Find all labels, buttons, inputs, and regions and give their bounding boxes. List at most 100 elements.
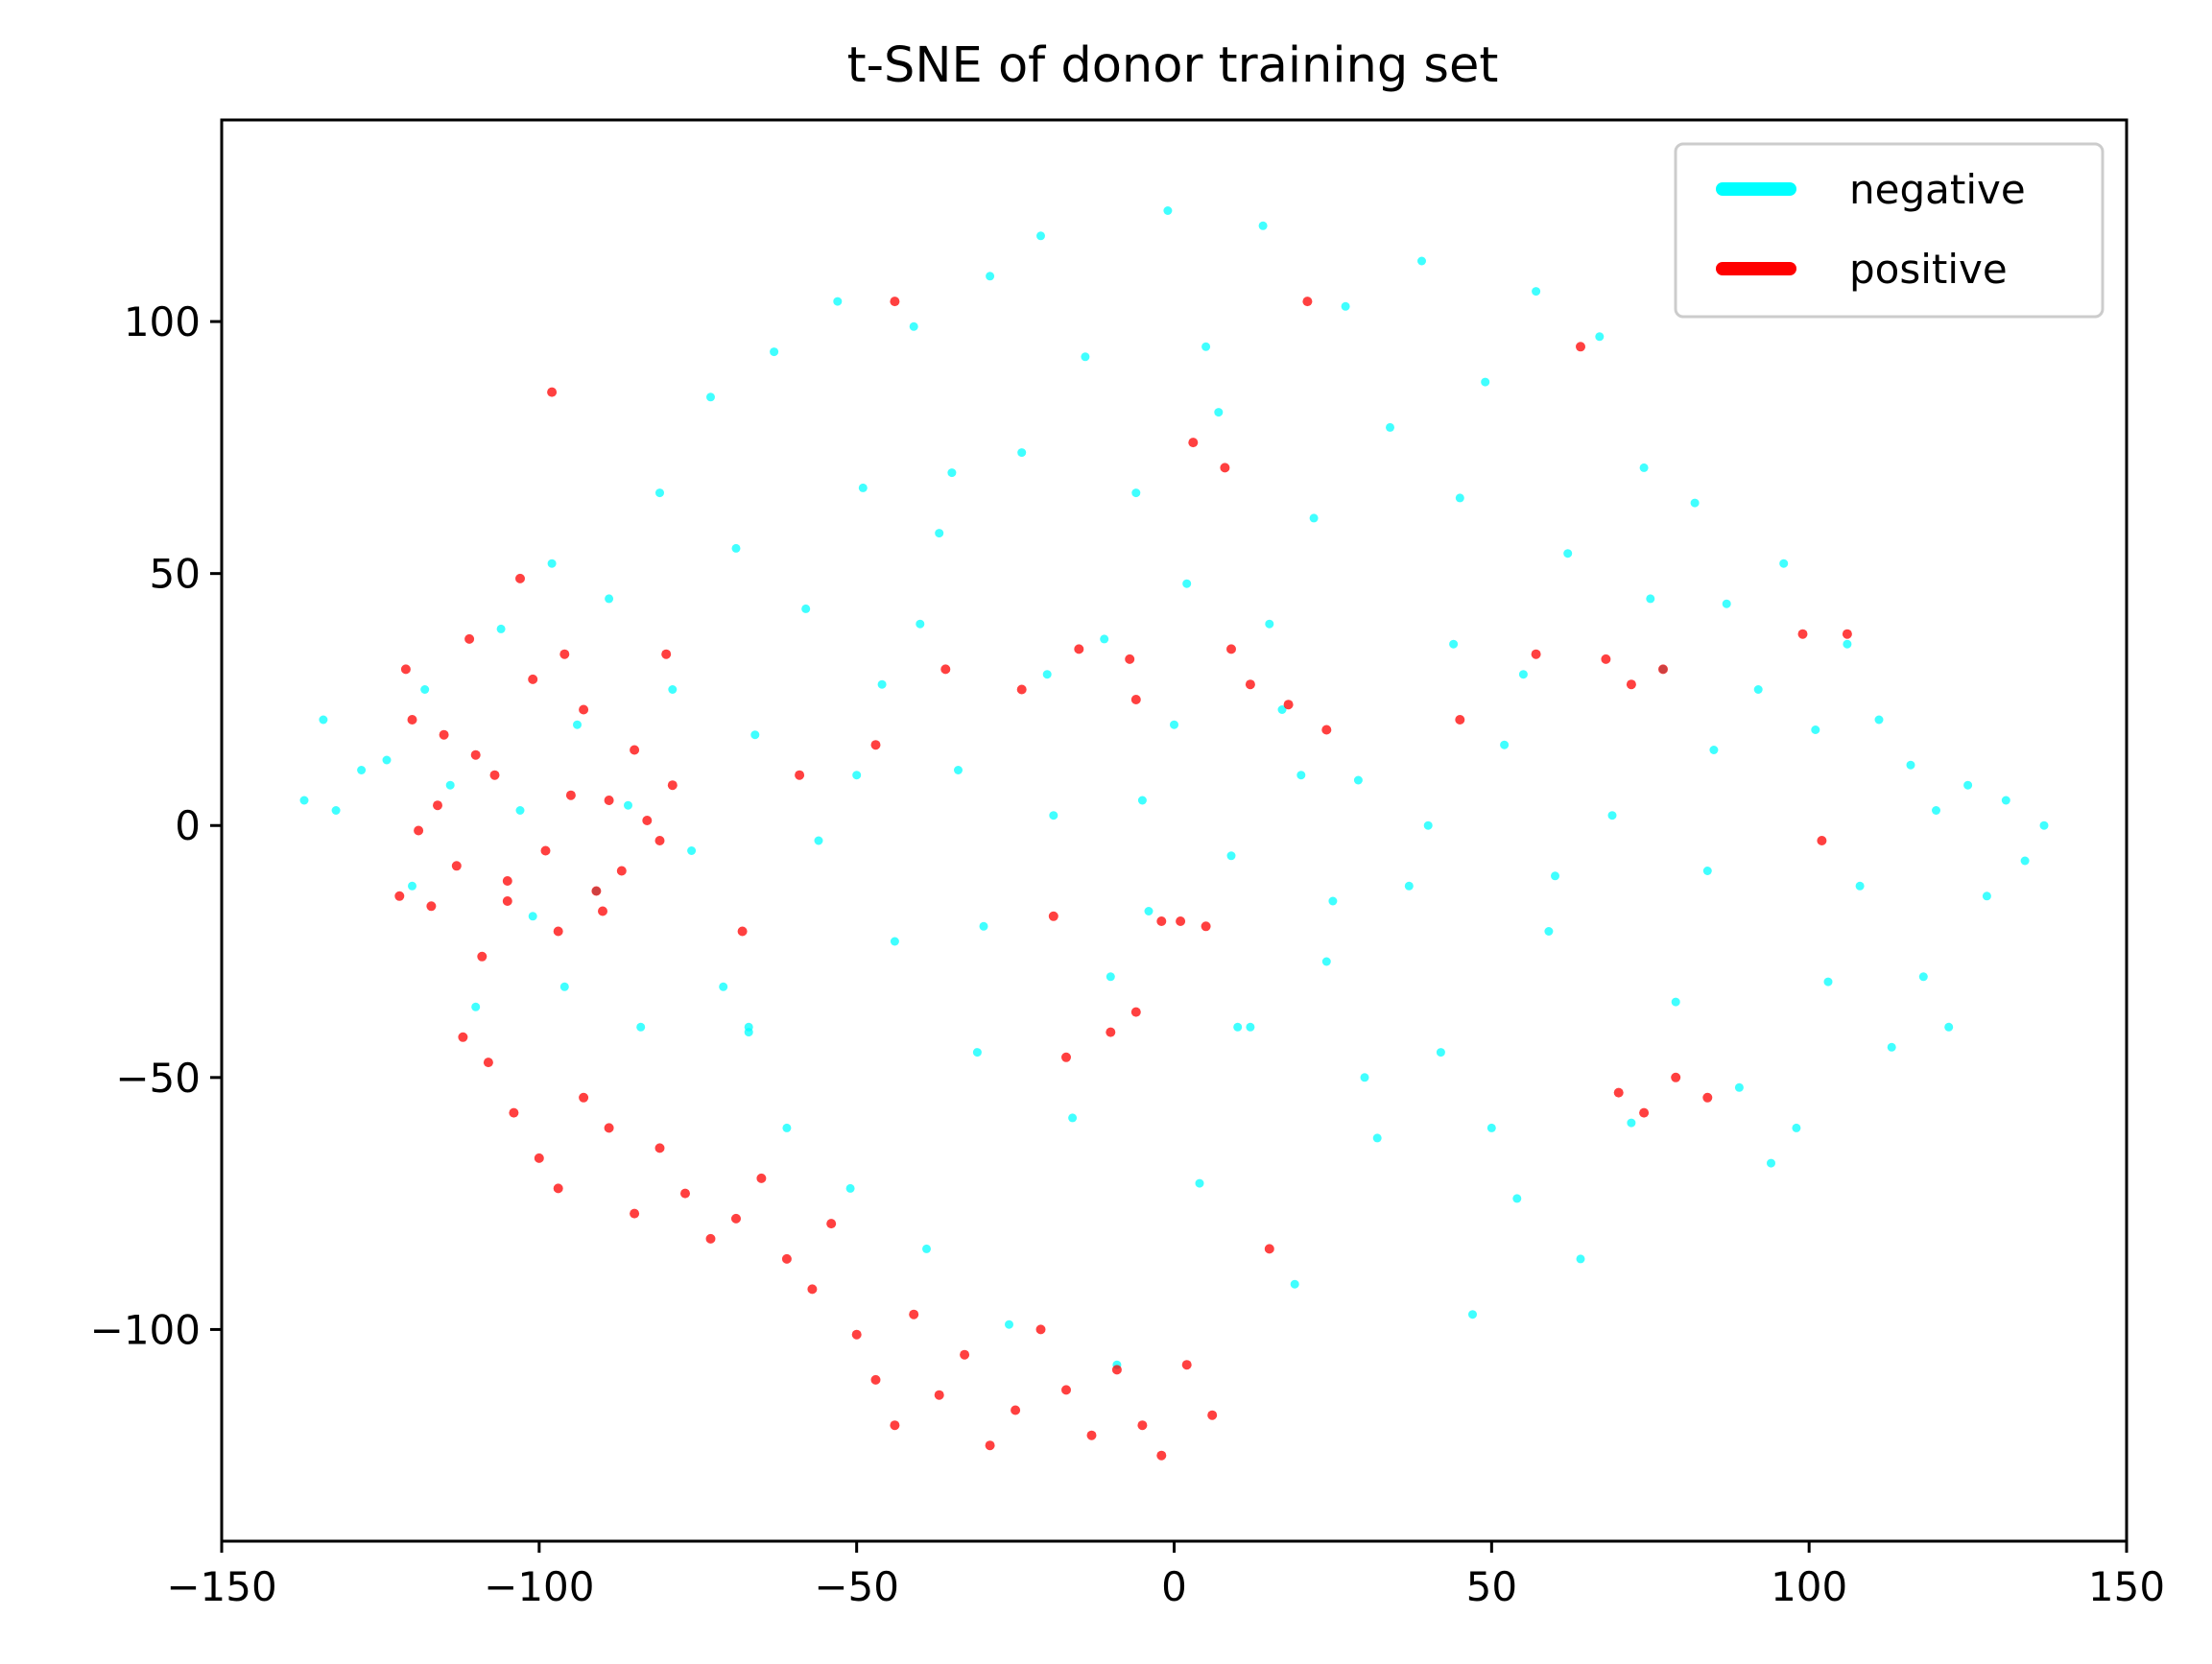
point-positive-70 [1658,664,1668,675]
point-positive-52 [1181,1360,1192,1370]
point-positive-40 [890,1420,900,1431]
point-positive-97 [502,896,512,906]
point-positive-66 [795,770,805,780]
point-negative-79 [1576,1254,1585,1264]
point-negative-103 [1944,1022,1954,1032]
point-positive-0 [400,664,411,675]
point-positive-18 [630,745,640,755]
point-positive-89 [1455,715,1465,725]
point-positive-76 [1130,1007,1141,1017]
point-negative-90 [1753,685,1763,694]
point-negative-4 [382,755,392,765]
point-positive-42 [934,1390,944,1400]
point-positive-79 [1671,1072,1681,1082]
point-positive-33 [731,1213,741,1224]
point-negative-16 [605,594,614,604]
point-negative-40 [954,766,963,774]
point-negative-19 [655,488,664,498]
chart-title: t-SNE of donor training set [847,37,1499,94]
point-negative-113 [1423,820,1433,830]
point-negative-119 [1487,1123,1496,1132]
point-negative-44 [1017,448,1027,458]
point-negative-12 [547,559,557,568]
point-negative-34 [858,483,868,492]
point-positive-37 [826,1219,837,1229]
point-negative-122 [1201,342,1211,351]
point-positive-59 [1220,463,1230,473]
point-positive-92 [1226,644,1236,654]
point-positive-26 [553,1183,563,1194]
point-negative-82 [1627,1118,1636,1128]
point-negative-74 [1500,740,1510,749]
point-negative-52 [1144,907,1154,915]
point-negative-102 [1932,806,1940,815]
point-negative-24 [731,543,741,553]
point-negative-36 [890,937,899,946]
point-positive-82 [1176,916,1186,926]
point-positive-83 [1201,921,1211,932]
point-negative-71 [1449,639,1459,649]
point-negative-129 [1518,670,1528,679]
y-tick-label: 0 [175,802,201,849]
point-negative-26 [744,1022,753,1032]
point-negative-3 [357,766,367,774]
point-negative-89 [1734,1082,1744,1092]
y-axis: 100 50 0 −50 −100 [90,298,222,1353]
y-tick-label: −100 [90,1306,201,1353]
point-negative-22 [706,392,715,402]
point-negative-85 [1671,997,1680,1007]
point-positive-3 [439,729,449,740]
point-positive-84 [890,297,900,307]
point-negative-120 [852,771,862,780]
point-positive-1 [414,825,424,836]
point-negative-77 [1544,927,1554,936]
point-negative-45 [1036,231,1045,241]
point-positive-23 [483,1058,493,1068]
y-tick-label: −50 [115,1055,201,1102]
x-tick-label: 150 [2088,1563,2165,1610]
point-negative-21 [687,846,697,855]
point-positive-80 [1702,1092,1713,1103]
point-positive-7 [489,770,500,780]
point-positive-36 [807,1284,818,1295]
point-negative-73 [1481,377,1490,387]
point-negative-108 [2039,820,2049,830]
point-positive-96 [470,749,481,760]
point-positive-8 [502,876,512,886]
point-positive-44 [985,1440,995,1451]
point-positive-54 [1264,1244,1274,1254]
point-negative-81 [1607,811,1617,820]
point-negative-62 [1309,513,1319,523]
point-positive-86 [1576,342,1585,352]
point-positive-85 [1302,297,1313,307]
point-negative-109 [916,619,925,629]
point-positive-39 [870,1374,881,1385]
point-negative-48 [1081,352,1090,362]
point-negative-41 [972,1048,982,1058]
point-positive-87 [547,387,558,397]
point-negative-51 [1131,488,1141,498]
point-positive-21 [667,780,678,791]
point-positive-57 [1125,654,1135,664]
point-positive-20 [654,836,665,845]
point-positive-4 [451,861,462,871]
point-negative-53 [1163,206,1173,215]
point-positive-32 [705,1233,716,1244]
point-negative-1 [319,715,328,725]
point-negative-96 [1843,639,1852,649]
point-negative-20 [668,685,678,694]
point-positive-71 [1817,836,1827,845]
point-negative-83 [1639,463,1649,472]
point-negative-80 [1595,332,1605,342]
x-tick-label: −50 [814,1563,899,1610]
point-negative-78 [1563,549,1573,559]
x-tick-label: 0 [1161,1563,1187,1610]
point-positive-60 [1245,679,1255,690]
point-positive-73 [1797,629,1808,639]
point-negative-75 [1512,1194,1522,1203]
point-negative-66 [1372,1133,1382,1143]
point-negative-28 [770,347,779,357]
point-negative-54 [1182,579,1192,588]
x-tick-label: −100 [484,1563,594,1610]
